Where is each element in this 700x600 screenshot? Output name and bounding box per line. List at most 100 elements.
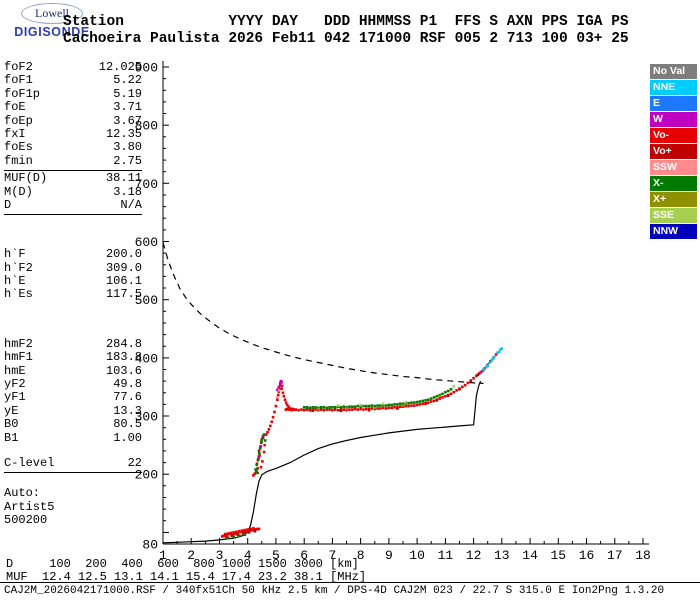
param-value: 3.18: [113, 184, 142, 199]
svg-text:16: 16: [579, 548, 595, 563]
param-row-c-level: C-level 22: [4, 455, 142, 470]
svg-text:10: 10: [409, 548, 425, 563]
svg-text:9: 9: [385, 548, 393, 563]
param-row-ye: yE 13.3: [4, 403, 142, 418]
param-label: foF1: [4, 73, 33, 88]
param-label: 500200: [4, 513, 48, 528]
echoes-echo-w: [255, 368, 485, 472]
legend-item-vo: Vo-: [650, 128, 697, 143]
logo-lowell-text: Lowell: [35, 6, 69, 20]
legend-item-x: X-: [650, 176, 697, 191]
svg-text:15: 15: [550, 548, 566, 563]
param-label: hmF1: [4, 350, 33, 365]
svg-text:11: 11: [438, 548, 454, 563]
param-value: 3.80: [113, 140, 142, 155]
distance-scale-row: D 100 200 400 600 800 1000 1500 3000 [km…: [6, 557, 359, 571]
param-label: Artist5: [4, 499, 55, 514]
param-row-fof1p: foF1p 5.19: [4, 86, 142, 101]
param-row-foes: foEs 3.80: [4, 140, 142, 155]
legend-item-x: X+: [650, 192, 697, 207]
param-label: Auto:: [4, 486, 41, 501]
param-value: 200.0: [105, 247, 142, 262]
param-row-fmin: fmin 2.75: [4, 153, 142, 168]
svg-text:80: 80: [142, 538, 158, 553]
param-label: h`F2: [4, 260, 33, 275]
param-label: MUF(D): [4, 171, 48, 186]
param-value: 3.67: [113, 113, 142, 128]
svg-text:12: 12: [466, 548, 482, 563]
svg-text:200: 200: [135, 468, 158, 483]
param-value: 5.22: [113, 73, 142, 88]
param-label: foF1p: [4, 86, 41, 101]
param-label: C-level: [4, 455, 55, 470]
param-value: 77.6: [113, 390, 142, 405]
param-label: hmF2: [4, 336, 33, 351]
svg-text:7: 7: [328, 548, 336, 563]
param-value: 1.00: [113, 430, 142, 445]
param-value: 309.0: [105, 260, 142, 275]
param-value: 5.19: [113, 86, 142, 101]
svg-text:5: 5: [272, 548, 280, 563]
param-value: 3.71: [113, 100, 142, 115]
param-row-500200: 500200: [4, 513, 142, 528]
logo-digisonde-text: DIGISONDE: [14, 25, 90, 39]
echoes-echo-x: [317, 394, 441, 411]
param-value: 2.75: [113, 153, 142, 168]
param-label: M(D): [4, 184, 33, 199]
param-label: D: [4, 197, 12, 212]
param-row-fof2: foF2 12.025: [4, 60, 142, 74]
param-label: yF2: [4, 377, 26, 392]
param-value: 80.5: [113, 417, 142, 432]
param-label: h`F: [4, 247, 26, 262]
param-label: foF2: [4, 60, 33, 74]
param-row-hme: hmE 103.6: [4, 364, 142, 378]
svg-text:500: 500: [135, 293, 158, 308]
svg-text:14: 14: [522, 548, 538, 563]
param-value: 284.8: [105, 336, 142, 351]
y-axis-tick-labels: 900 800 700 600 500 400 300 200 80: [135, 61, 158, 553]
legend-item-nnw: NNW: [650, 224, 697, 239]
panel-divider: [4, 472, 142, 474]
legend-item-ssw: SSW: [650, 160, 697, 175]
param-value: 22: [127, 455, 142, 470]
param-row-muf-d: MUF(D) 38.11: [4, 171, 142, 186]
header-field-names-row: Station YYYY DAY DDD HHMMSS P1 FFS S AXN…: [63, 14, 629, 30]
svg-text:8: 8: [357, 548, 365, 563]
param-row-h-es: h`Es 117.5: [4, 288, 142, 302]
svg-text:13: 13: [494, 548, 510, 563]
param-value: 38.11: [105, 171, 142, 186]
param-label: fxI: [4, 126, 26, 141]
svg-text:900: 900: [135, 61, 158, 76]
x-axis-tick-labels: 1 2 3 4 5 6 7 8 9 10 11 12 13 14 15 16 17 18: [159, 548, 651, 563]
param-value: 13.3: [113, 403, 142, 418]
svg-text:400: 400: [135, 351, 158, 366]
param-row-fof1: foF1 5.22: [4, 73, 142, 88]
echoes-echo-vo: [221, 353, 498, 538]
lowell-logo-oval: Lowell: [21, 3, 83, 24]
legend-item-w: W: [650, 112, 697, 127]
param-row-auto: Auto:: [4, 486, 142, 501]
param-label: fmin: [4, 153, 33, 168]
muf-scale-row: MUF 12.4 12.5 13.1 14.1 15.4 17.4 23.2 3…: [6, 570, 367, 584]
param-row-hmf1: hmF1 183.8: [4, 350, 142, 365]
param-value: 12.025: [98, 60, 142, 74]
svg-text:2: 2: [187, 548, 195, 563]
svg-text:700: 700: [135, 177, 158, 192]
param-value: 49.8: [113, 377, 142, 392]
svg-text:18: 18: [635, 548, 651, 563]
param-row-m-d: M(D) 3.18: [4, 184, 142, 199]
svg-text:6: 6: [300, 548, 308, 563]
svg-text:3: 3: [216, 548, 224, 563]
param-row-fxi: fxI 12.35: [4, 126, 142, 141]
legend-item-sse: SSE: [650, 208, 697, 223]
param-row-yf1: yF1 77.6: [4, 390, 142, 405]
param-row-foep: foEp 3.67: [4, 113, 142, 128]
param-label: foEp: [4, 113, 33, 128]
parameter-panel: foF2 12.025 foF1 5.22 foF1p 5.19 foE 3.71 foEp 3.…: [4, 60, 142, 528]
param-value: 12.35: [105, 126, 142, 141]
param-label: foEs: [4, 140, 33, 155]
echoes-echo-nne: [482, 347, 504, 371]
param-row-b0: B0 80.5: [4, 417, 142, 432]
